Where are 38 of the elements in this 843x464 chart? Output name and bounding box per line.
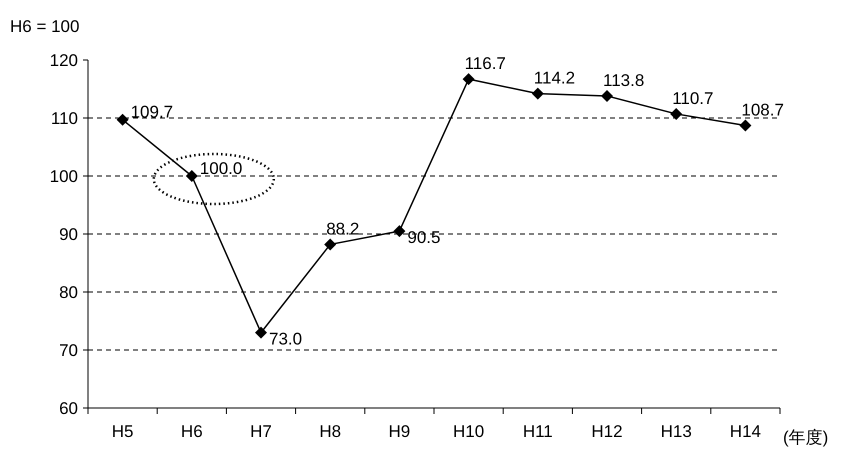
y-tick-label: 100 [50, 167, 78, 186]
point [670, 108, 682, 120]
point [393, 225, 406, 238]
point [532, 88, 544, 100]
x-tick-label: H5 [112, 422, 134, 441]
y-axis-title: H6 = 100 [10, 17, 80, 36]
data-label: 114.2 [534, 68, 576, 88]
x-tick-label: H9 [388, 422, 410, 441]
point [186, 170, 198, 182]
data-label: 90.5 [407, 228, 440, 248]
point [255, 326, 267, 339]
x-tick-label: H11 [522, 422, 553, 441]
data-label: 113.8 [603, 70, 644, 90]
y-tick-label: 120 [50, 51, 78, 70]
data-label: 108.7 [741, 100, 784, 120]
data-label: 73.0 [269, 330, 302, 349]
x-tick-label: H7 [250, 422, 272, 441]
data-label: 116.7 [464, 54, 506, 74]
y-tick-label: 90 [59, 225, 78, 244]
x-axis-title: (年度) [783, 428, 828, 447]
y-tick-label: 70 [59, 341, 78, 360]
x-tick-label: H8 [319, 422, 342, 441]
point [739, 120, 752, 132]
data-label: 100.0 [200, 159, 242, 178]
x-tick-label: H6 [180, 422, 203, 441]
x-tick-label: H13 [660, 422, 692, 441]
point [324, 238, 336, 250]
y-tick-label: 80 [59, 283, 78, 302]
x-tick-label: H12 [591, 422, 623, 441]
x-tick-label: H14 [730, 422, 761, 441]
y-tick-label: 110 [50, 109, 78, 128]
data-label: 110.7 [672, 88, 714, 108]
point [462, 73, 475, 86]
y-tick-label: 60 [59, 399, 78, 418]
point [601, 90, 613, 102]
x-tick-label: H10 [453, 422, 484, 441]
point [116, 114, 129, 126]
data-label: 109.7 [130, 102, 174, 122]
